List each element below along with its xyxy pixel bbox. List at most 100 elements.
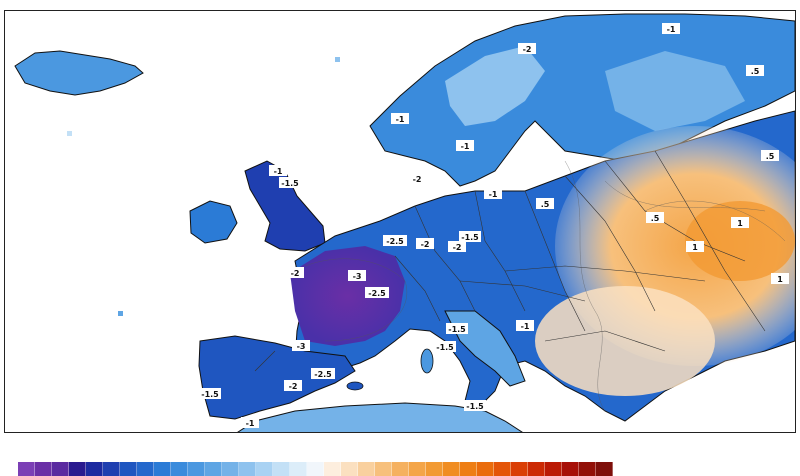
svg-text:-1: -1 (521, 322, 530, 331)
contour-label: -2 (448, 241, 466, 252)
svg-text:.5: .5 (541, 200, 550, 209)
iceland-landmass (14, 50, 144, 96)
colorbar-swatch (494, 462, 511, 476)
svg-text:-2.5: -2.5 (368, 289, 386, 298)
contour-label: -2 (286, 267, 304, 278)
contour-label: -2.5 (365, 287, 389, 298)
svg-text:-2.5: -2.5 (386, 237, 404, 246)
contour-label: -1.5 (459, 231, 481, 242)
contour-label: -2 (408, 173, 426, 184)
iberia-landmass (198, 335, 356, 420)
contour-label: -2 (416, 238, 434, 249)
map-panel[interactable]: -1 -1.5 -2 -2.5 -3 -1 -1.5 -1 -2 -2.5 -1… (4, 10, 796, 433)
contour-label: -1 (484, 188, 502, 199)
contour-label: 1 (731, 217, 749, 228)
colorbar-swatch (409, 462, 426, 476)
contour-label: 1 (686, 241, 704, 252)
contour-label: .5 (536, 198, 554, 209)
contour-label: -2.5 (311, 368, 335, 379)
colorbar-swatch (171, 462, 188, 476)
colorbar-swatch (256, 462, 273, 476)
contour-label: -1 (269, 165, 287, 176)
contour-label: -2 (518, 43, 536, 54)
ireland-landmass (189, 200, 238, 244)
svg-text:-1.5: -1.5 (281, 179, 299, 188)
colorbar-swatch (392, 462, 409, 476)
finland-light (605, 51, 745, 131)
contour-label: -1.5 (464, 400, 486, 411)
contour-label: -1 (241, 417, 259, 428)
svg-text:-2: -2 (421, 240, 430, 249)
svg-text:-2: -2 (523, 45, 532, 54)
colorbar-swatch (188, 462, 205, 476)
svg-text:-1: -1 (396, 115, 405, 124)
svg-text:-1: -1 (489, 190, 498, 199)
svg-text:-1.5: -1.5 (201, 390, 219, 399)
svg-text:-3: -3 (297, 342, 306, 351)
contour-label: -1 (456, 140, 474, 151)
colorbar-swatch (239, 462, 256, 476)
colorbar-swatch (290, 462, 307, 476)
warm-anomaly-core (685, 201, 795, 281)
colorbar-swatch (477, 462, 494, 476)
colorbar-swatch (35, 462, 52, 476)
temperature-anomaly-map: -1 -1.5 -2 -2.5 -3 -1 -1.5 -1 -2 -2.5 -1… (5, 11, 795, 432)
svg-text:-1.5: -1.5 (448, 325, 466, 334)
colorbar-swatch (86, 462, 103, 476)
colorbar-swatch (511, 462, 528, 476)
svg-text:-2: -2 (413, 175, 422, 184)
colorbar-swatch (273, 462, 290, 476)
colorbar-swatch (545, 462, 562, 476)
contour-label: -1.5 (446, 323, 468, 334)
colorbar-swatch (154, 462, 171, 476)
svg-text:.5: .5 (651, 214, 660, 223)
contour-labels: -1 -1.5 -2 -2.5 -3 -1 -1.5 -1 -2 -2.5 -1… (199, 23, 789, 428)
svg-text:1: 1 (692, 243, 698, 252)
colorbar-swatch (52, 462, 69, 476)
svg-text:1: 1 (777, 275, 783, 284)
north-africa-landmass (237, 402, 523, 432)
colorbar-legend (18, 462, 613, 476)
colorbar-swatch (120, 462, 137, 476)
contour-label: .5 (746, 65, 764, 76)
svg-text:-1.5: -1.5 (466, 402, 484, 411)
contour-label: .5 (646, 212, 664, 223)
svg-text:-2.5: -2.5 (314, 370, 332, 379)
contour-label: -1 (662, 23, 680, 34)
colorbar-swatch (341, 462, 358, 476)
balearic-island (346, 381, 364, 391)
contour-label: -3 (348, 270, 366, 281)
contour-label: .5 (761, 150, 779, 161)
svg-text:-2: -2 (453, 243, 462, 252)
small-island (335, 57, 340, 62)
svg-text:-2: -2 (289, 382, 298, 391)
svg-text:-1.5: -1.5 (436, 343, 454, 352)
small-island (118, 311, 123, 316)
colorbar-swatch (222, 462, 239, 476)
svg-text:-2: -2 (291, 269, 300, 278)
colorbar-swatch (103, 462, 120, 476)
scandinavia-light (445, 46, 545, 126)
colorbar-swatch (18, 462, 35, 476)
colorbar-swatch (358, 462, 375, 476)
cold-anomaly-france (290, 246, 405, 346)
colorbar-swatch (205, 462, 222, 476)
contour-label: -1.5 (434, 341, 456, 352)
contour-label: -3 (292, 340, 310, 351)
svg-text:.5: .5 (766, 152, 775, 161)
colorbar-swatch (562, 462, 579, 476)
contour-label: -2 (284, 380, 302, 391)
colorbar-swatch (460, 462, 477, 476)
small-island (67, 131, 72, 136)
contour-label: -2.5 (383, 235, 407, 246)
svg-text:.5: .5 (751, 67, 760, 76)
colorbar-swatch (324, 462, 341, 476)
contour-label: 1 (771, 273, 789, 284)
colorbar-swatch (426, 462, 443, 476)
contour-label: -1 (516, 320, 534, 331)
contour-label: -1.5 (199, 388, 221, 399)
colorbar-swatch (528, 462, 545, 476)
svg-text:-1: -1 (274, 167, 283, 176)
colorbar-swatch (375, 462, 392, 476)
svg-text:-1: -1 (246, 419, 255, 428)
